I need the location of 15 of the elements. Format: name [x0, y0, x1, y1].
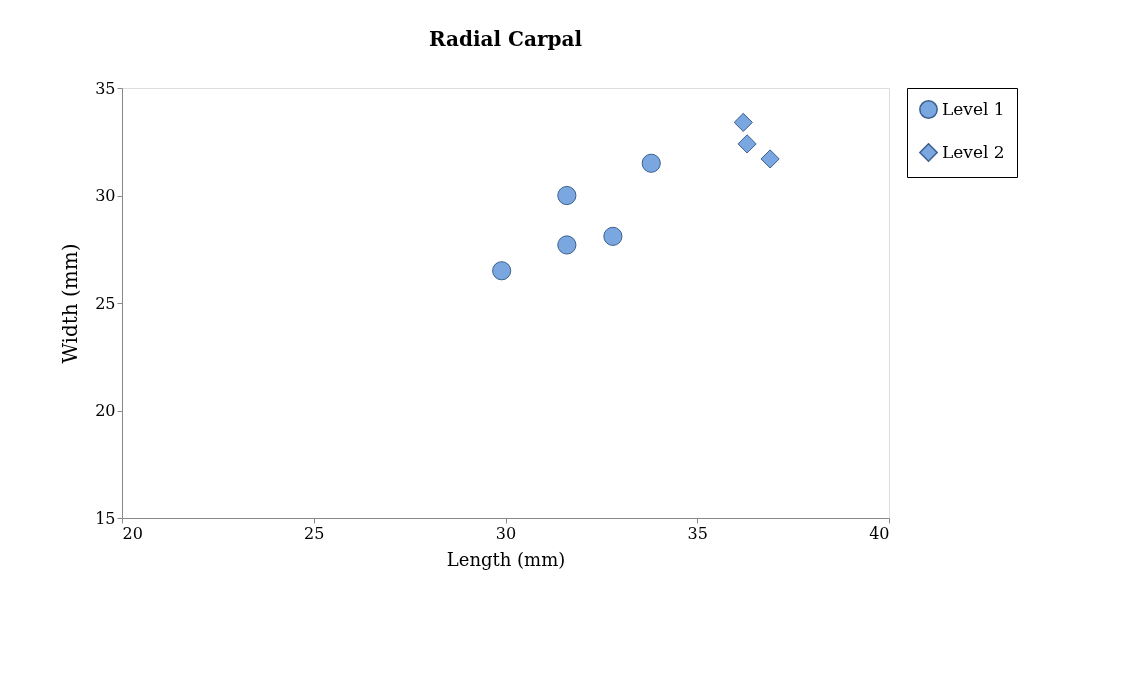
x-tick-label: 25 [304, 523, 325, 543]
x-tick-label: 20 [122, 523, 143, 543]
y-tick-label: 15 [95, 508, 116, 528]
x-axis-title: Length (mm) [446, 548, 566, 570]
y-tick-label: 30 [95, 186, 116, 205]
chart-title: Radial Carpal [428, 27, 583, 51]
x-tick-label: 35 [687, 523, 708, 543]
legend-label: Level 1 [942, 98, 1005, 119]
y-axis-title: Width (mm) [58, 243, 83, 364]
x-tick-label: 30 [495, 523, 517, 543]
x-tick-label: 40 [869, 523, 890, 543]
legend-label: Level 2 [942, 141, 1005, 162]
y-tick-label: 20 [95, 401, 116, 420]
y-tick-label: 25 [95, 293, 116, 313]
y-tick-label: 35 [95, 78, 116, 98]
